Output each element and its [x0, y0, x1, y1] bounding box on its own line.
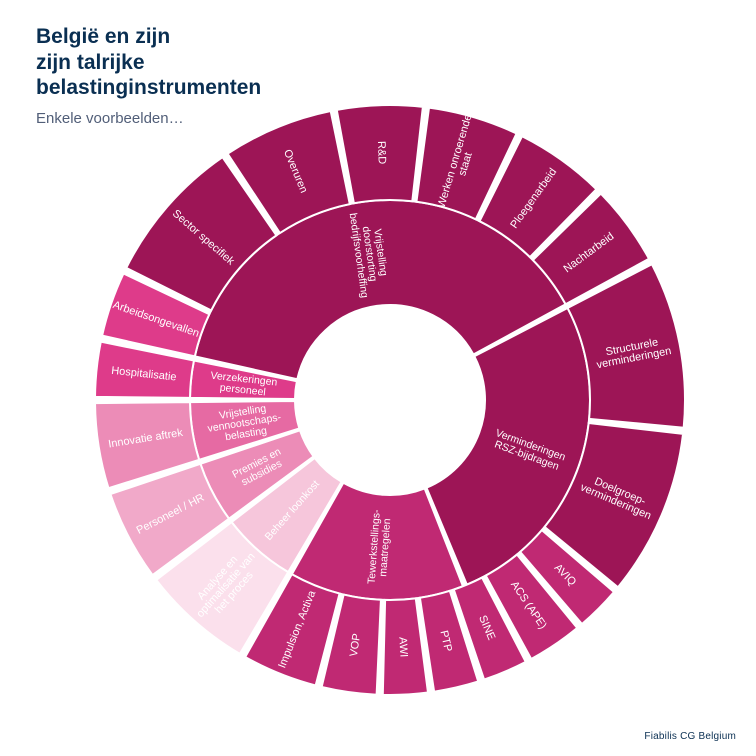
- segment-label-rnd: R&D: [375, 141, 388, 165]
- footer-credit: Fiabilis CG Belgium: [644, 731, 736, 742]
- segment-label-awi: AWI: [397, 637, 410, 658]
- sunburst-chart: Vrijstellingdoorstortingbedrijfsvoorheff…: [0, 0, 756, 756]
